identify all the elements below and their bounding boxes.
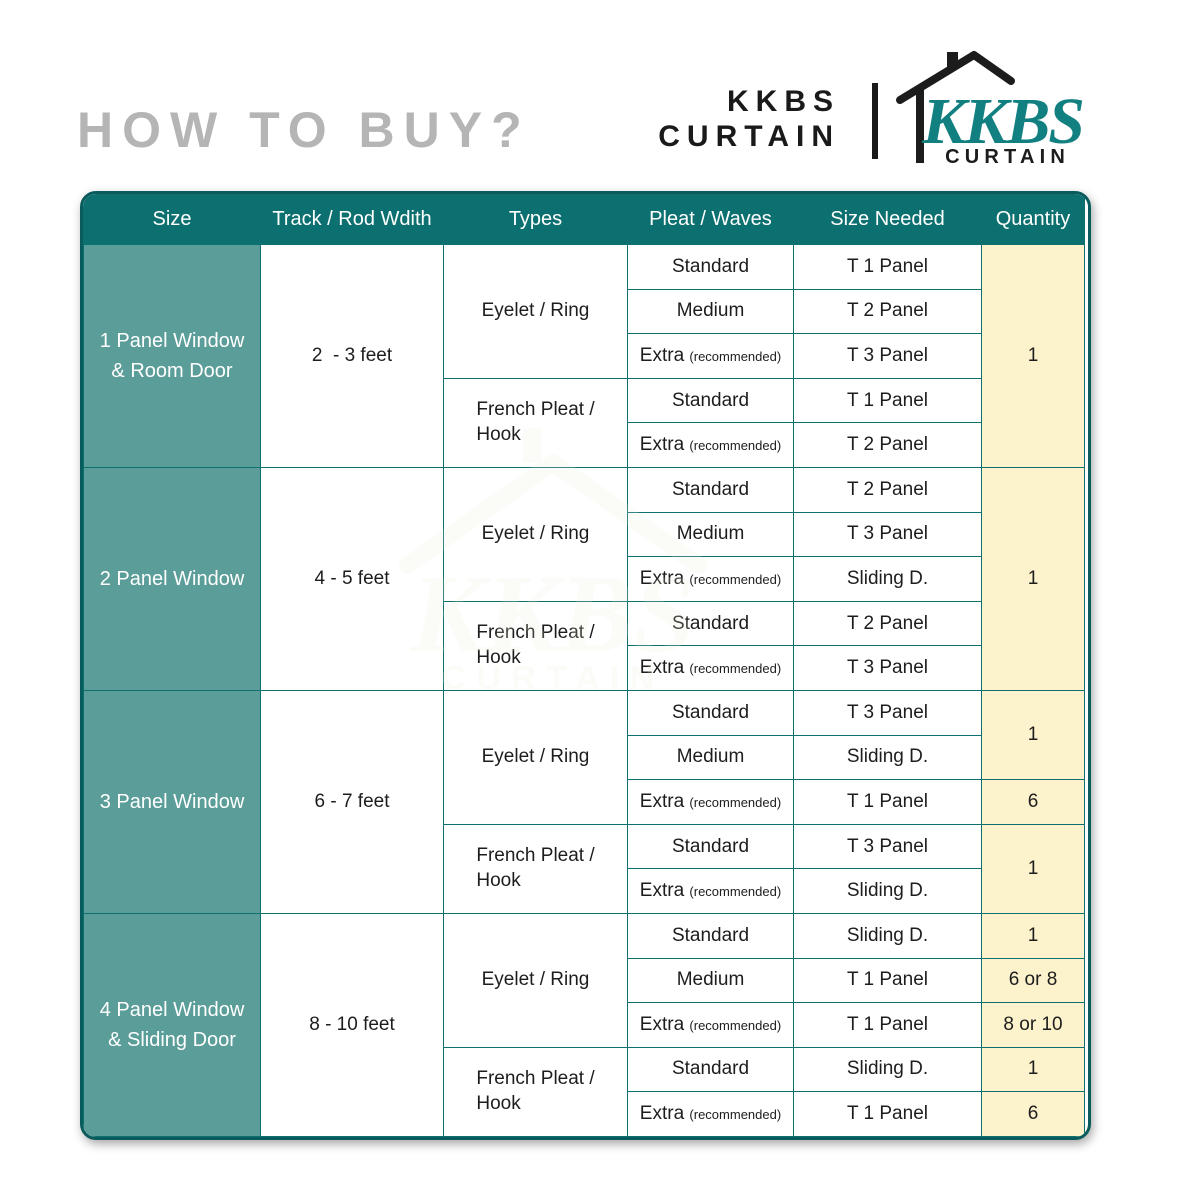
svg-text:CURTAIN: CURTAIN [945, 146, 1070, 168]
svg-text:CURTAIN: CURTAIN [441, 660, 665, 698]
svg-text:KKBS: KKBS [410, 553, 696, 676]
